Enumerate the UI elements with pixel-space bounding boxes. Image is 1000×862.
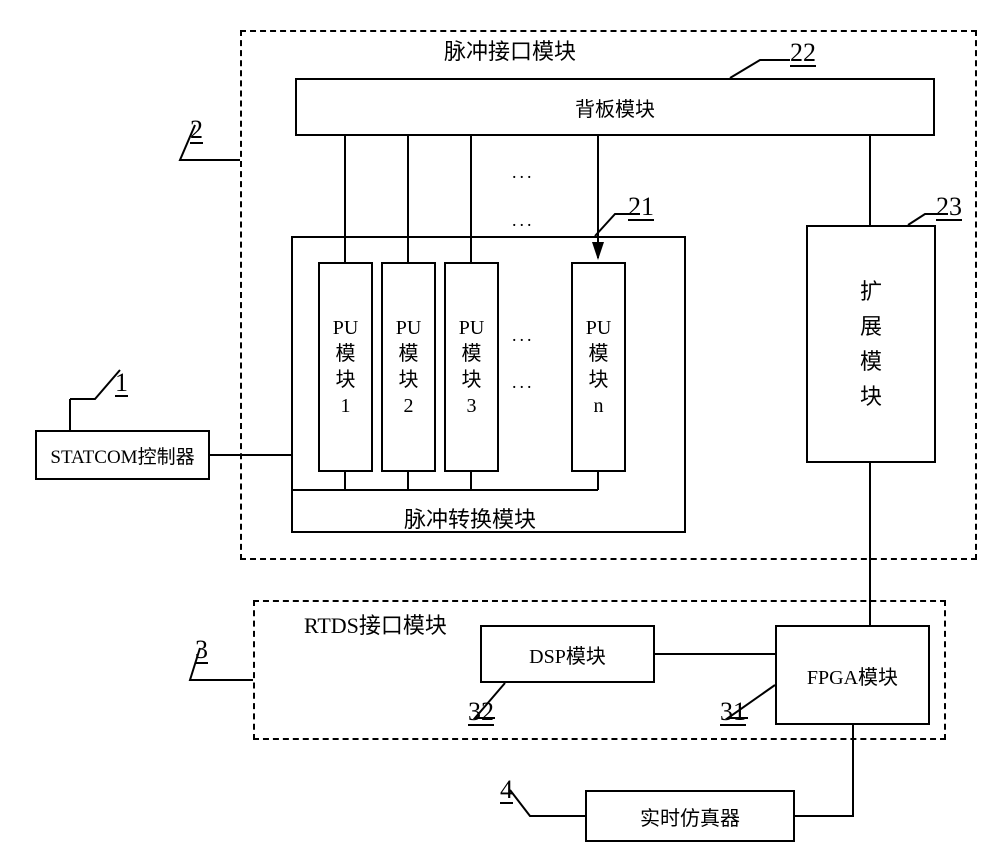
- ellipsis: ...: [512, 162, 535, 183]
- ellipsis: ...: [512, 372, 535, 393]
- rtsim-label: 实时仿真器: [640, 802, 740, 831]
- realtime-simulator: 实时仿真器: [585, 790, 795, 842]
- fpga-label: FPGA模块: [807, 661, 898, 690]
- statcom-controller: STATCOM控制器: [35, 430, 210, 480]
- ref-21: 21: [628, 192, 654, 222]
- ref-22: 22: [790, 38, 816, 68]
- dsp-module: DSP模块: [480, 625, 655, 683]
- ref-3: 3: [195, 635, 208, 665]
- ellipsis: ...: [512, 210, 535, 231]
- pu-module-n: PU模块n: [571, 262, 626, 472]
- ref-32: 32: [468, 697, 494, 727]
- pu-module-3: PU模块3: [444, 262, 499, 472]
- fpga-module: FPGA模块: [775, 625, 930, 725]
- rtds-interface-label: RTDS接口模块: [300, 608, 451, 640]
- backplane-label: 背板模块: [575, 93, 655, 122]
- ellipsis: ...: [512, 325, 535, 346]
- pu-module-2: PU模块2: [381, 262, 436, 472]
- dsp-label: DSP模块: [529, 640, 606, 669]
- ref-2: 2: [190, 115, 203, 145]
- backplane-module: 背板模块: [295, 78, 935, 136]
- ref-4: 4: [500, 775, 513, 805]
- pu-module-1: PU模块1: [318, 262, 373, 472]
- ref-31: 31: [720, 697, 746, 727]
- extension-module: 扩展模块: [806, 225, 936, 463]
- ref-23: 23: [936, 192, 962, 222]
- pulse-interface-label: 脉冲接口模块: [440, 34, 580, 66]
- ref-1: 1: [115, 368, 128, 398]
- pulse-conversion-label: 脉冲转换模块: [400, 502, 540, 534]
- diagram-canvas: 脉冲接口模块 背板模块 脉冲转换模块 PU模块1 PU模块2 PU模块3 PU模…: [0, 0, 1000, 862]
- statcom-label: STATCOM控制器: [50, 442, 194, 469]
